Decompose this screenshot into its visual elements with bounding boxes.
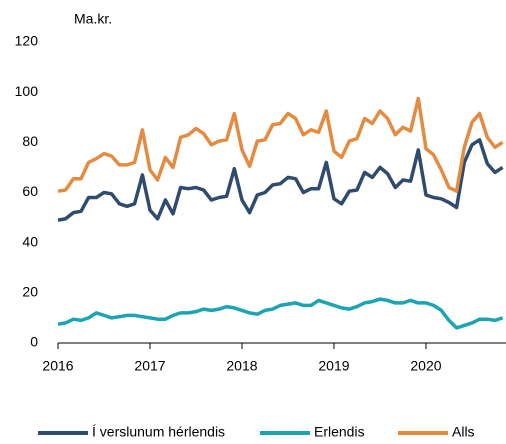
x-tick-label: 2016 <box>42 358 73 374</box>
y-tick-label: 100 <box>15 83 39 99</box>
legend-label: Alls <box>452 424 475 439</box>
x-tick-label: 2019 <box>318 358 349 374</box>
series-line <box>57 138 504 222</box>
x-tick-label: 2020 <box>410 358 441 374</box>
series-line <box>57 96 504 193</box>
series-line <box>57 297 504 330</box>
legend-label: Erlendis <box>314 424 365 439</box>
y-tick-label: 60 <box>22 183 38 199</box>
y-tick-label: 120 <box>15 33 39 49</box>
y-tick-label: 20 <box>22 284 38 300</box>
x-tick-label: 2017 <box>134 358 165 374</box>
y-tick-label: 80 <box>22 133 38 149</box>
legend-label: Í verslunum hérlendis <box>92 424 225 439</box>
y-tick-label: 0 <box>30 334 38 350</box>
y-axis-label: Ma.kr. <box>74 11 112 27</box>
x-tick-label: 2018 <box>226 358 257 374</box>
y-tick-label: 40 <box>22 233 38 249</box>
